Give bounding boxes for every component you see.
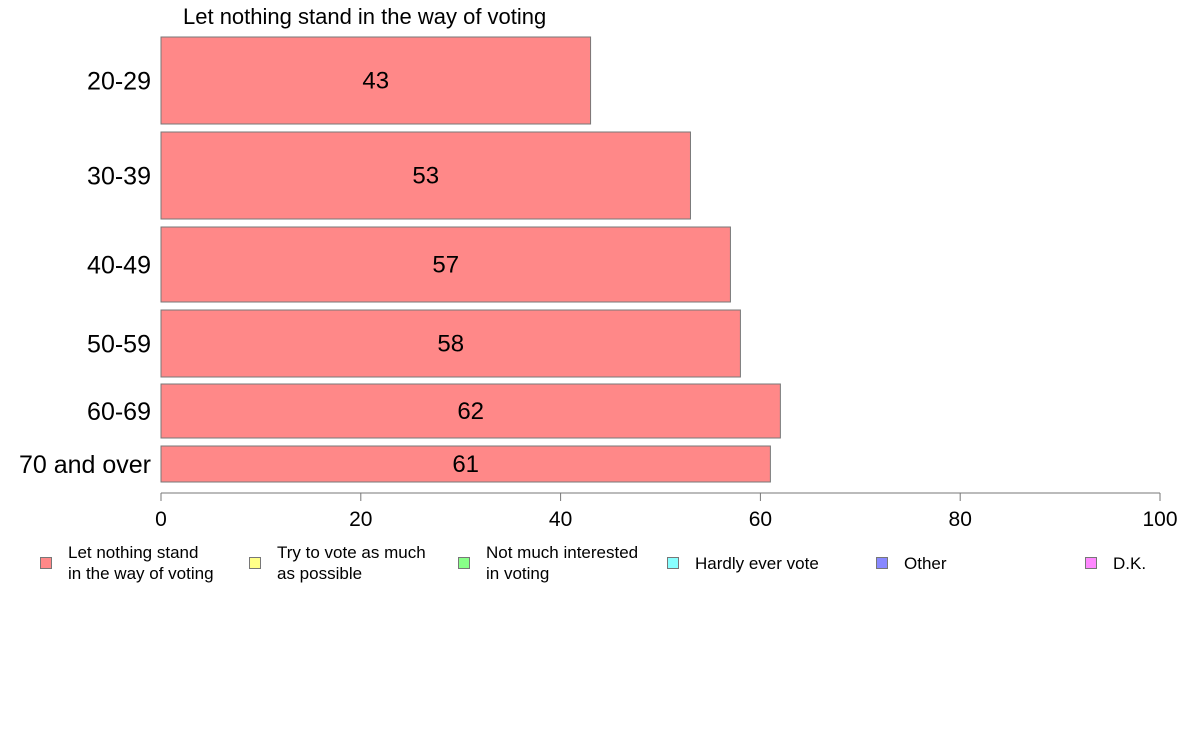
legend-swatch bbox=[667, 557, 679, 569]
category-label: 40-49 bbox=[87, 252, 151, 280]
legend-swatch bbox=[458, 557, 470, 569]
legend: Let nothing stand in the way of voting Tr… bbox=[0, 540, 1188, 600]
legend-item: Let nothing stand in the way of voting bbox=[40, 540, 214, 586]
bar bbox=[160, 226, 731, 303]
bar bbox=[160, 309, 741, 378]
bar-value-label: 57 bbox=[432, 252, 459, 279]
x-tick-label: 40 bbox=[549, 508, 572, 531]
legend-label: Hardly ever vote bbox=[695, 553, 819, 573]
x-tick-label: 60 bbox=[749, 508, 772, 531]
bar bbox=[160, 383, 781, 439]
legend-label: D.K. bbox=[1113, 553, 1147, 573]
x-tick-label: 100 bbox=[1142, 508, 1177, 531]
legend-swatch bbox=[40, 557, 52, 569]
bar bbox=[160, 131, 691, 220]
chart-title: Let nothing stand in the way of voting bbox=[183, 4, 547, 29]
bar-value-label: 58 bbox=[437, 331, 464, 358]
legend-item: Try to vote as much as possible bbox=[249, 540, 426, 586]
bar-value-label: 61 bbox=[452, 451, 479, 478]
x-tick-label: 80 bbox=[949, 508, 972, 531]
category-label: 50-59 bbox=[87, 331, 151, 359]
bar bbox=[160, 36, 592, 125]
legend-swatch bbox=[876, 557, 888, 569]
bar-chart: 43 20-29 53 30-39 57 40-49 58 50-59 62 60-69 61 70 … bbox=[19, 36, 1178, 531]
legend-swatch bbox=[249, 557, 261, 569]
bar-value-label: 43 bbox=[362, 68, 389, 95]
legend-swatch bbox=[1085, 557, 1097, 569]
legend-item: D.K. bbox=[1085, 540, 1146, 586]
x-tick-label: 0 bbox=[155, 508, 167, 531]
category-label: 20-29 bbox=[87, 68, 151, 96]
bar bbox=[160, 445, 771, 483]
x-tick-label: 20 bbox=[349, 508, 372, 531]
category-label: 30-39 bbox=[87, 163, 151, 191]
bar-value-label: 62 bbox=[457, 398, 484, 425]
legend-item: Hardly ever vote bbox=[667, 540, 819, 586]
legend-item: Not much interested in voting bbox=[458, 540, 638, 586]
bar-value-label: 53 bbox=[412, 163, 439, 190]
legend-label: Try to vote as much as possible bbox=[277, 543, 426, 583]
legend-label: Let nothing stand in the way of voting bbox=[68, 543, 214, 583]
legend-label: Other bbox=[904, 553, 947, 573]
legend-item: Other bbox=[876, 540, 947, 586]
category-label: 60-69 bbox=[87, 398, 151, 426]
legend-label: Not much interested in voting bbox=[486, 543, 639, 583]
category-label: 70 and over bbox=[19, 451, 151, 479]
